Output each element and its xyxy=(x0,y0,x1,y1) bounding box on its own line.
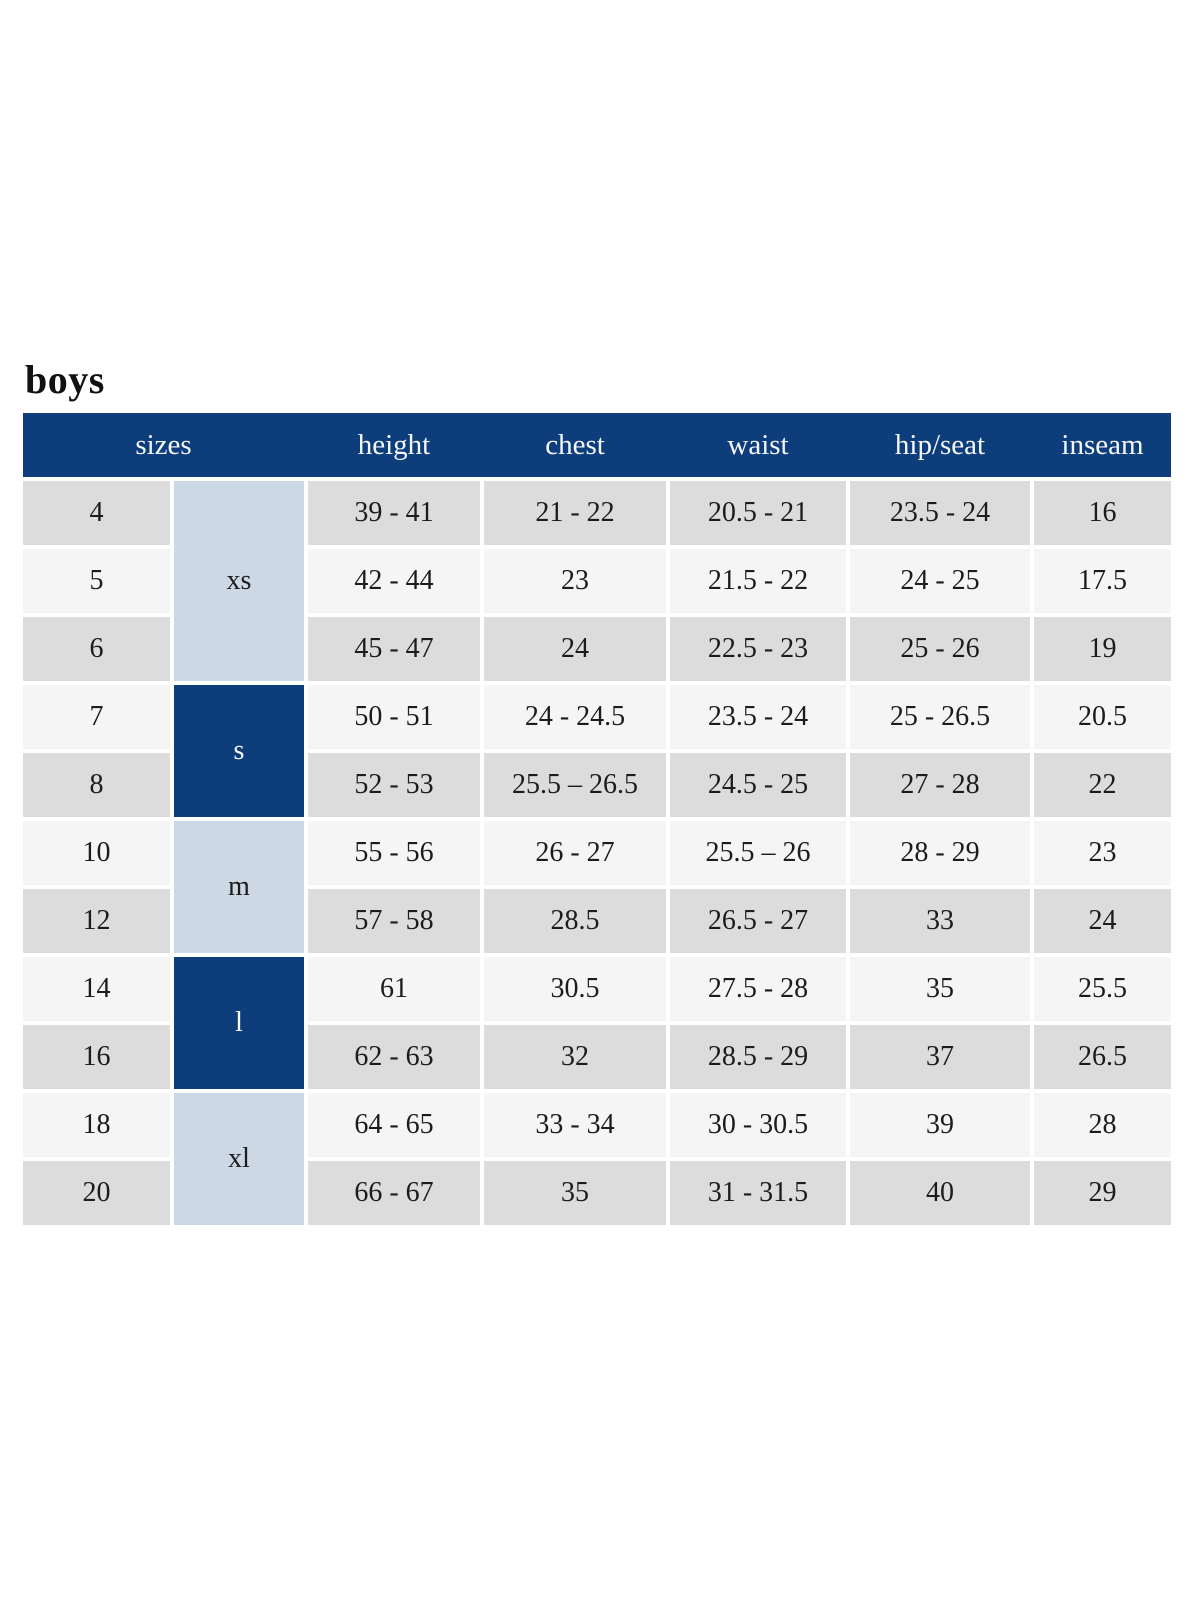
cell-height-size-8: 52 - 53 xyxy=(308,753,480,817)
cell-waist-size-18: 30 - 30.5 xyxy=(670,1093,846,1157)
size-cell-10: 10 xyxy=(23,821,170,885)
size-cell-7: 7 xyxy=(23,685,170,749)
cell-hip_seat-size-5: 24 - 25 xyxy=(850,549,1030,613)
cell-chest-size-6: 24 xyxy=(484,617,666,681)
cell-inseam-size-4: 16 xyxy=(1034,481,1171,545)
cell-hip_seat-size-6: 25 - 26 xyxy=(850,617,1030,681)
cell-height-size-4: 39 - 41 xyxy=(308,481,480,545)
cell-inseam-size-16: 26.5 xyxy=(1034,1025,1171,1089)
size-group-cell-xs: xs xyxy=(174,481,304,681)
size-group-cell-m: m xyxy=(174,821,304,953)
size-cell-14: 14 xyxy=(23,957,170,1021)
cell-waist-size-20: 31 - 31.5 xyxy=(670,1161,846,1225)
size-cell-12: 12 xyxy=(23,889,170,953)
cell-height-size-12: 57 - 58 xyxy=(308,889,480,953)
size-cell-5: 5 xyxy=(23,549,170,613)
size-group-cell-l: l xyxy=(174,957,304,1089)
cell-hip_seat-size-18: 39 xyxy=(850,1093,1030,1157)
cell-height-size-10: 55 - 56 xyxy=(308,821,480,885)
cell-height-size-5: 42 - 44 xyxy=(308,549,480,613)
size-cell-6: 6 xyxy=(23,617,170,681)
cell-inseam-size-7: 20.5 xyxy=(1034,685,1171,749)
cell-hip_seat-size-16: 37 xyxy=(850,1025,1030,1089)
size-cell-18: 18 xyxy=(23,1093,170,1157)
column-header-inseam: inseam xyxy=(1061,428,1144,461)
size-chart-table: sizes height chest waist hip/seat inseam… xyxy=(23,413,1171,1225)
cell-chest-size-10: 26 - 27 xyxy=(484,821,666,885)
cell-height-size-20: 66 - 67 xyxy=(308,1161,480,1225)
cell-hip_seat-size-20: 40 xyxy=(850,1161,1030,1225)
cell-chest-size-20: 35 xyxy=(484,1161,666,1225)
cell-inseam-size-12: 24 xyxy=(1034,889,1171,953)
cell-chest-size-7: 24 - 24.5 xyxy=(484,685,666,749)
table-header-row: sizes height chest waist hip/seat inseam xyxy=(23,413,1171,477)
cell-chest-size-5: 23 xyxy=(484,549,666,613)
cell-hip_seat-size-7: 25 - 26.5 xyxy=(850,685,1030,749)
column-header-sizes: sizes xyxy=(135,428,192,461)
cell-inseam-size-6: 19 xyxy=(1034,617,1171,681)
cell-height-size-16: 62 - 63 xyxy=(308,1025,480,1089)
cell-chest-size-4: 21 - 22 xyxy=(484,481,666,545)
column-header-hip-seat: hip/seat xyxy=(894,428,986,461)
page-title: boys xyxy=(25,357,105,402)
cell-waist-size-8: 24.5 - 25 xyxy=(670,753,846,817)
cell-inseam-size-8: 22 xyxy=(1034,753,1171,817)
cell-waist-size-7: 23.5 - 24 xyxy=(670,685,846,749)
cell-chest-size-16: 32 xyxy=(484,1025,666,1089)
cell-chest-size-14: 30.5 xyxy=(484,957,666,1021)
cell-inseam-size-18: 28 xyxy=(1034,1093,1171,1157)
size-cell-8: 8 xyxy=(23,753,170,817)
size-group-cell-xl: xl xyxy=(174,1093,304,1225)
cell-hip_seat-size-10: 28 - 29 xyxy=(850,821,1030,885)
cell-hip_seat-size-4: 23.5 - 24 xyxy=(850,481,1030,545)
column-header-height: height xyxy=(357,428,431,461)
cell-chest-size-8: 25.5 – 26.5 xyxy=(484,753,666,817)
cell-height-size-7: 50 - 51 xyxy=(308,685,480,749)
cell-inseam-size-10: 23 xyxy=(1034,821,1171,885)
cell-hip_seat-size-14: 35 xyxy=(850,957,1030,1021)
cell-inseam-size-20: 29 xyxy=(1034,1161,1171,1225)
cell-waist-size-4: 20.5 - 21 xyxy=(670,481,846,545)
cell-height-size-6: 45 - 47 xyxy=(308,617,480,681)
size-guide-section: boys sizes height chest waist hip/seat i… xyxy=(23,358,1171,1225)
column-header-chest: chest xyxy=(545,428,605,461)
size-cell-20: 20 xyxy=(23,1161,170,1225)
cell-waist-size-10: 25.5 – 26 xyxy=(670,821,846,885)
cell-waist-size-14: 27.5 - 28 xyxy=(670,957,846,1021)
cell-waist-size-16: 28.5 - 29 xyxy=(670,1025,846,1089)
cell-waist-size-5: 21.5 - 22 xyxy=(670,549,846,613)
cell-inseam-size-5: 17.5 xyxy=(1034,549,1171,613)
cell-waist-size-12: 26.5 - 27 xyxy=(670,889,846,953)
size-group-cell-s: s xyxy=(174,685,304,817)
cell-chest-size-18: 33 - 34 xyxy=(484,1093,666,1157)
cell-chest-size-12: 28.5 xyxy=(484,889,666,953)
cell-inseam-size-14: 25.5 xyxy=(1034,957,1171,1021)
size-cell-4: 4 xyxy=(23,481,170,545)
column-header-waist: waist xyxy=(727,428,789,461)
size-cell-16: 16 xyxy=(23,1025,170,1089)
cell-height-size-18: 64 - 65 xyxy=(308,1093,480,1157)
cell-hip_seat-size-8: 27 - 28 xyxy=(850,753,1030,817)
cell-height-size-14: 61 xyxy=(308,957,480,1021)
cell-waist-size-6: 22.5 - 23 xyxy=(670,617,846,681)
cell-hip_seat-size-12: 33 xyxy=(850,889,1030,953)
